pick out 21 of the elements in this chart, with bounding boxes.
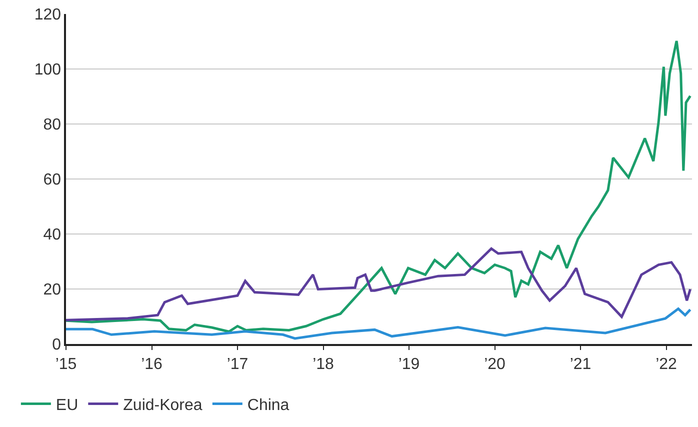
x-tick-label: ’17 <box>226 356 248 373</box>
x-tick-label: ’22 <box>656 356 678 373</box>
x-tick-label: ’16 <box>141 356 163 373</box>
line-series <box>66 247 692 322</box>
y-tick-label: 40 <box>43 226 62 244</box>
legend-label: EU <box>56 397 78 414</box>
y-tick-label: 120 <box>34 6 62 24</box>
legend-label: Zuid-Korea <box>123 397 202 414</box>
y-tick-label: 60 <box>43 172 62 189</box>
line-series <box>66 40 692 333</box>
line-series <box>66 308 692 340</box>
y-tick-label: 100 <box>34 62 62 79</box>
x-tick-label: ’21 <box>570 356 592 373</box>
legend-label: China <box>247 397 290 414</box>
y-tick-label: 20 <box>43 282 62 299</box>
x-tick-label: ’20 <box>484 356 506 373</box>
x-tick-label: ’18 <box>312 356 334 373</box>
x-tick-label: ’19 <box>398 356 420 373</box>
x-tick-label: ’15 <box>55 356 77 373</box>
y-tick-label: 0 <box>52 336 62 354</box>
y-tick-label: 80 <box>43 116 62 134</box>
